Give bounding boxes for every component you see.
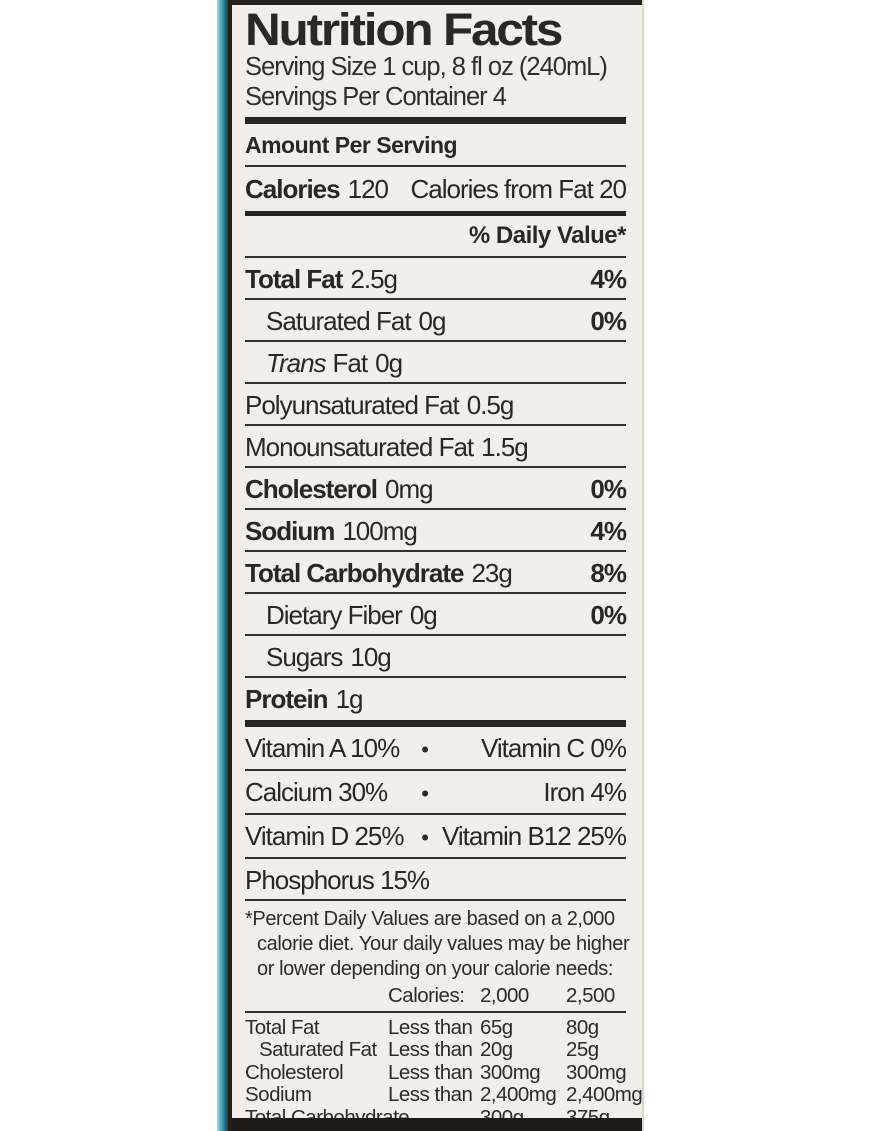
nutrient-amount: 0mg	[385, 474, 434, 504]
calories-from-fat: Calories from Fat 20	[410, 174, 627, 204]
nutrient-name: Total Carbohydrate	[245, 558, 464, 588]
nutrient-amount: 10g	[350, 642, 391, 672]
nutrient-name: Trans	[266, 348, 327, 378]
vitamin-left: Vitamin A 10%	[245, 733, 400, 763]
ft-v2500: 2,400mg	[566, 1083, 643, 1107]
nutrient-name: Dietary Fiber	[266, 600, 403, 630]
ft-name: Total Fat	[245, 1016, 320, 1039]
panel-top-border	[232, 0, 642, 5]
vitamin-left: Calcium 30%	[245, 777, 388, 807]
nutrient-row-protein: Protein 1g	[245, 678, 626, 718]
daily-values-footnote: *Percent Daily Values are based on a 2,0…	[245, 901, 630, 982]
nutrient-row-dietary-fiber: Dietary Fiber 0g 0%	[245, 594, 627, 636]
footnote-table: Total Fat Less than 65g 80g Saturated Fa…	[245, 1013, 643, 1131]
section-bar	[245, 211, 626, 216]
nutrient-row-monounsaturated-fat: Monounsaturated Fat 1.5g	[245, 426, 626, 468]
daily-value: 0%	[590, 600, 627, 630]
footnote-line: calorie diet. Your daily values may be h…	[257, 933, 630, 955]
panel-bottom-border	[232, 1118, 642, 1131]
serving-size: Serving Size 1 cup, 8 fl oz (240mL)	[245, 53, 608, 81]
daily-value: 0%	[590, 306, 627, 336]
nutrient-amount: 0.5g	[466, 390, 515, 420]
ft-v2000: 300mg	[480, 1060, 541, 1084]
calories-value: 120	[347, 174, 389, 204]
ft-v2000: 20g	[480, 1038, 513, 1062]
nutrient-row-sugars: Sugars 10g	[245, 636, 626, 678]
nutrient-name: Protein	[245, 684, 329, 714]
vitamin-right: Vitamin B12 25%	[442, 821, 627, 851]
nutrient-name: Sodium	[245, 516, 335, 546]
footnote-table-header: Calories: 2,000 2,500	[245, 982, 626, 1013]
nutrient-row-total-carbohydrate: Total Carbohydrate 23g 8%	[245, 552, 627, 594]
vitamin-right: Vitamin C 0%	[480, 733, 627, 763]
carton-edge-stripe	[217, 0, 228, 1131]
daily-value: 4%	[590, 516, 627, 546]
nutrient-name: Sugars	[266, 642, 343, 672]
nutrient-amount: 23g	[471, 558, 512, 588]
nutrition-facts-panel: Nutrition Facts Serving Size 1 cup, 8 fl…	[228, 0, 644, 1131]
nutrient-amount: 0g	[409, 600, 438, 630]
nutrient-amount: 100mg	[342, 516, 417, 546]
ft-qualifier: Less than	[388, 1016, 473, 1039]
amount-per-serving-header: Amount Per Serving	[245, 124, 626, 167]
nutrient-amount: 1g	[335, 684, 364, 714]
nutrition-facts-title: Nutrition Facts	[245, 4, 563, 55]
nutrient-name: Saturated Fat	[266, 306, 412, 336]
ft-v2500: 80g	[566, 1016, 599, 1039]
daily-value: 4%	[590, 264, 627, 294]
nutrient-row-trans-fat: Trans Fat 0g	[245, 342, 626, 384]
nutrient-amount: 1.5g	[481, 432, 529, 462]
ft-qualifier: Less than	[388, 1060, 473, 1084]
calories-left: Calories 120	[245, 174, 389, 205]
calories-column-label: Calories:	[388, 984, 465, 1007]
column-2000: 2,000	[480, 984, 529, 1007]
nutrient-name: Total Fat	[245, 264, 343, 294]
nutrient-row-saturated-fat: Saturated Fat 0g 0%	[245, 300, 627, 342]
footnote-line: *Percent Daily Values are based on a 2,0…	[245, 908, 615, 930]
nutrient-amount: 0g	[418, 306, 447, 336]
nutrient-amount: 0g	[375, 348, 403, 378]
nutrient-name: Cholesterol	[245, 474, 378, 504]
daily-value-header: % Daily Value*	[245, 216, 627, 258]
ft-name: Sodium	[245, 1083, 312, 1107]
ft-v2500: 300mg	[566, 1060, 627, 1084]
ft-name: Saturated Fat	[259, 1038, 377, 1062]
calories-row: Calories 120 Calories from Fat 20	[245, 167, 627, 211]
ft-v2000: 65g	[480, 1016, 513, 1039]
nutrient-amount: 2.5g	[350, 264, 398, 294]
bullet-icon: •	[421, 737, 429, 762]
nutrient-row-cholesterol: Cholesterol 0mg 0%	[245, 468, 627, 510]
bullet-icon: •	[421, 825, 429, 850]
calories-label: Calories	[245, 174, 341, 204]
column-2500: 2,500	[566, 984, 615, 1007]
ft-v2000: 2,400mg	[480, 1083, 557, 1107]
footnote-line: or lower depending on your calorie needs…	[257, 958, 614, 980]
section-bar	[245, 720, 626, 727]
ft-name: Cholesterol	[245, 1060, 344, 1084]
servings-per-container: Servings Per Container 4	[245, 83, 507, 111]
ft-qualifier: Less than	[388, 1038, 473, 1062]
vitamin-right: Iron 4%	[543, 777, 627, 807]
nutrient-name: Polyunsaturated Fat	[245, 390, 460, 420]
vitamin-row-a-c: Vitamin A 10% • Vitamin C 0%	[245, 727, 627, 771]
daily-value: 0%	[590, 474, 627, 504]
ft-qualifier: Less than	[388, 1083, 473, 1107]
nutrient-row-total-fat: Total Fat 2.5g 4%	[245, 258, 627, 300]
nutrient-name: Monounsaturated Fat	[245, 432, 474, 462]
vitamin-left: Vitamin D 25%	[245, 821, 404, 851]
bullet-icon: •	[421, 781, 429, 806]
daily-value: 8%	[590, 558, 627, 588]
nutrient-name-suffix: Fat	[332, 348, 369, 378]
nutrient-row-sodium: Sodium 100mg 4%	[245, 510, 627, 552]
nutrient-row-polyunsaturated-fat: Polyunsaturated Fat 0.5g	[245, 384, 626, 426]
ft-v2500: 25g	[566, 1038, 599, 1062]
section-bar	[245, 117, 626, 124]
vitamin-row-calcium-iron: Calcium 30% • Iron 4%	[245, 771, 627, 815]
vitamin-left: Phosphorus 15%	[245, 865, 430, 895]
vitamin-row-d-b12: Vitamin D 25% • Vitamin B12 25%	[245, 815, 627, 859]
vitamin-row-phosphorus: Phosphorus 15%	[245, 859, 626, 901]
